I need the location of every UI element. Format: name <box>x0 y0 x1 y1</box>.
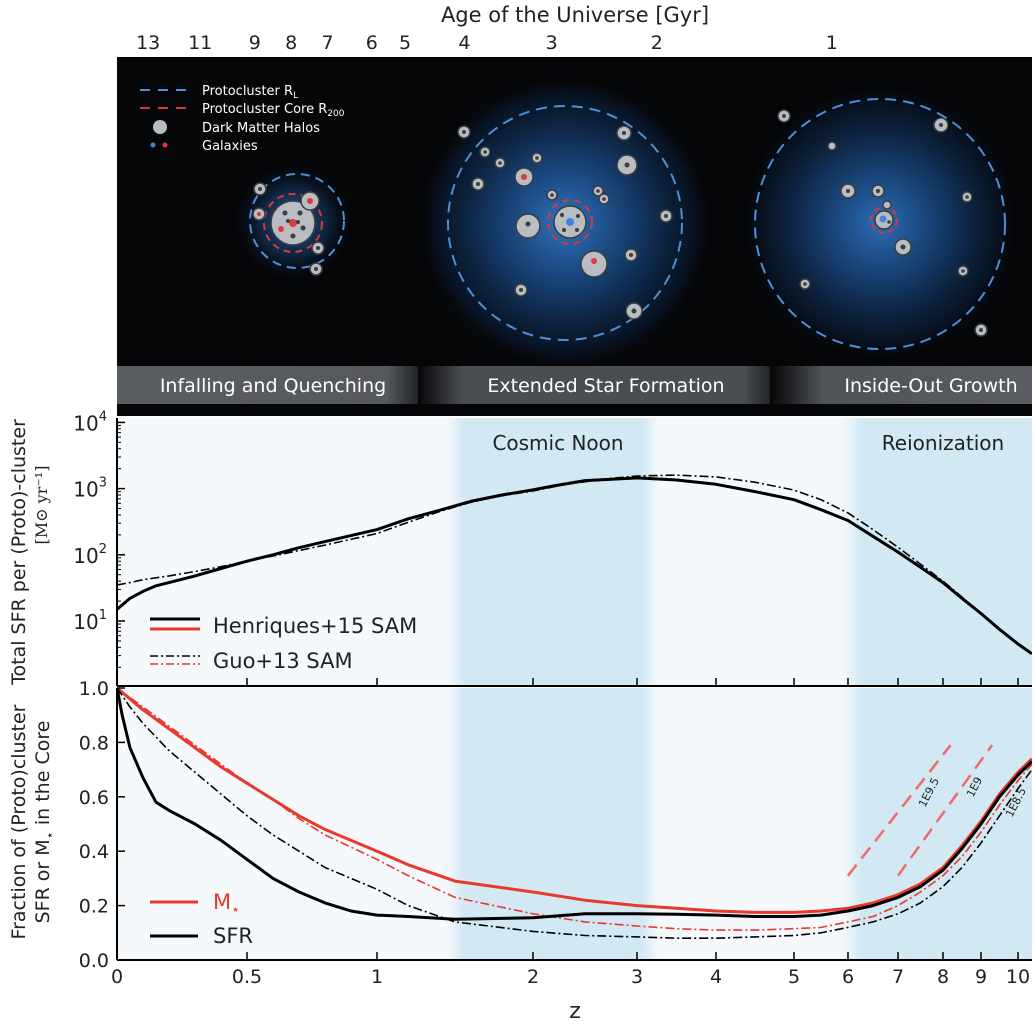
series-line-4 <box>847 744 952 877</box>
phase-label-extended: Extended Star Formation <box>487 375 724 397</box>
top-axis-tick-2: 9 <box>249 32 261 54</box>
x-tick-7: 6 <box>842 966 854 988</box>
sfr-y-tick-0: 101 <box>73 608 107 634</box>
series-line-5 <box>896 744 994 877</box>
protocluster-rl-ring <box>447 105 683 341</box>
sfr-y-axis-unit: [M⊙ yr⁻¹] <box>32 466 51 545</box>
fraction-legend: M⋆ SFR <box>150 890 253 948</box>
x-tick-2: 1 <box>371 966 383 988</box>
sfr-y-tick-1: 102 <box>73 542 107 568</box>
sfr-y-tick-3: 104 <box>73 409 107 435</box>
top-axis-tick-9: 2 <box>651 32 663 54</box>
fraction-y-tick-4: 0.8 <box>79 732 109 754</box>
cluster-infalling <box>231 160 355 284</box>
sfr-legend: Henriques+15 SAM Guo+13 SAM <box>150 614 417 673</box>
x-tick-10: 9 <box>975 966 987 988</box>
cosmic-noon-band <box>447 418 659 686</box>
legend-protocluster-rl: Protocluster R <box>202 84 293 99</box>
top-axis-label: Age of the Universe [Gyr] <box>441 3 709 27</box>
fraction-y-axis-label: Fraction of (Proto)cluster <box>8 704 30 939</box>
svg-text:M⋆: M⋆ <box>213 890 240 918</box>
legend-sfr: SFR <box>213 924 253 948</box>
top-axis-tick-1: 11 <box>188 32 212 54</box>
x-tick-1: 0.5 <box>232 966 262 988</box>
reionization-band <box>842 418 1032 686</box>
top-axis-tick-8: 3 <box>546 32 558 54</box>
galaxy-red-legend-icon <box>162 142 168 148</box>
fraction-y-tick-1: 0.2 <box>79 896 109 918</box>
cluster-inside-out <box>740 83 1020 363</box>
fraction-y-tick-3: 0.6 <box>79 787 109 809</box>
series-line-2 <box>117 688 1032 921</box>
series-line-3 <box>117 688 1032 940</box>
x-tick-4: 3 <box>631 966 643 988</box>
legend-guo: Guo+13 SAM <box>213 649 353 673</box>
illustration-panel: Protocluster RL Protocluster Core R200 D… <box>117 58 1032 416</box>
x-tick-9: 8 <box>937 966 949 988</box>
phase-label-infalling: Infalling and Quenching <box>160 375 386 397</box>
fraction-panel: 0.00.20.40.60.81.00 0.5 1 2 3 4 5 6 7 8 9 10 1E9.5 … <box>8 678 1032 1024</box>
fraction-y-axis-label-2: SFR or M⋆ in the Core <box>32 721 58 924</box>
x-axis-label: z <box>569 999 581 1024</box>
x-tick-11: 10 <box>1006 966 1030 988</box>
region-label-reionization: Reionization <box>882 431 1004 455</box>
x-tick-6: 5 <box>788 966 800 988</box>
fraction-y-tick-2: 0.4 <box>79 841 109 863</box>
reionization-band <box>842 688 1032 960</box>
top-axis-tick-0: 13 <box>136 32 160 54</box>
legend-mstar-sub: ⋆ <box>231 902 240 918</box>
sfr-y-axis-label: Total SFR per (Proto)-cluster <box>8 419 30 686</box>
legend-mstar: M <box>213 890 231 914</box>
top-axis-tick-6: 5 <box>399 32 411 54</box>
legend-core-r200: Protocluster Core R <box>202 102 327 117</box>
galaxy-blue-legend-icon <box>150 142 156 148</box>
sfr-panel: Cosmic Noon Reionization 101 102 103 104 He… <box>8 409 1032 687</box>
x-tick-5: 4 <box>710 966 722 988</box>
svg-text:Protocluster RL: Protocluster RL <box>202 84 298 101</box>
illustration-legend: Protocluster RL Protocluster Core R200 D… <box>140 84 345 154</box>
region-label-cosmic-noon: Cosmic Noon <box>492 431 623 455</box>
legend-galaxies: Galaxies <box>202 139 258 154</box>
top-axis-tick-10: 1 <box>826 32 838 54</box>
top-axis-tick-5: 6 <box>366 32 378 54</box>
core-r200-ring <box>547 199 593 245</box>
cluster-extended <box>415 73 715 373</box>
top-axis-tick-3: 8 <box>285 32 297 54</box>
sfr-y-tick-2: 103 <box>73 476 107 502</box>
legend-henriques: Henriques+15 SAM <box>213 614 417 638</box>
phase-label-inside-out: Inside-Out Growth <box>844 375 1017 397</box>
x-tick-0: 0 <box>111 966 123 988</box>
series-line-1 <box>117 474 1032 654</box>
top-axis-tick-4: 7 <box>322 32 334 54</box>
protocluster-rl-ring <box>754 98 1006 350</box>
fraction-y-tick-5: 1.0 <box>79 678 109 700</box>
fraction-y-tick-0: 0.0 <box>79 950 109 972</box>
x-tick-3: 2 <box>527 966 539 988</box>
series-line-1 <box>117 688 1032 931</box>
svg-text:Protocluster Core R200: Protocluster Core R200 <box>202 102 345 119</box>
x-tick-8: 7 <box>892 966 904 988</box>
halo-legend-icon <box>153 120 167 134</box>
series-line-0 <box>117 476 1032 656</box>
core-r200-ring <box>263 193 323 253</box>
legend-halos: Dark Matter Halos <box>202 121 320 136</box>
top-axis-tick-7: 4 <box>458 32 470 54</box>
protocluster-rl-ring <box>249 173 345 269</box>
